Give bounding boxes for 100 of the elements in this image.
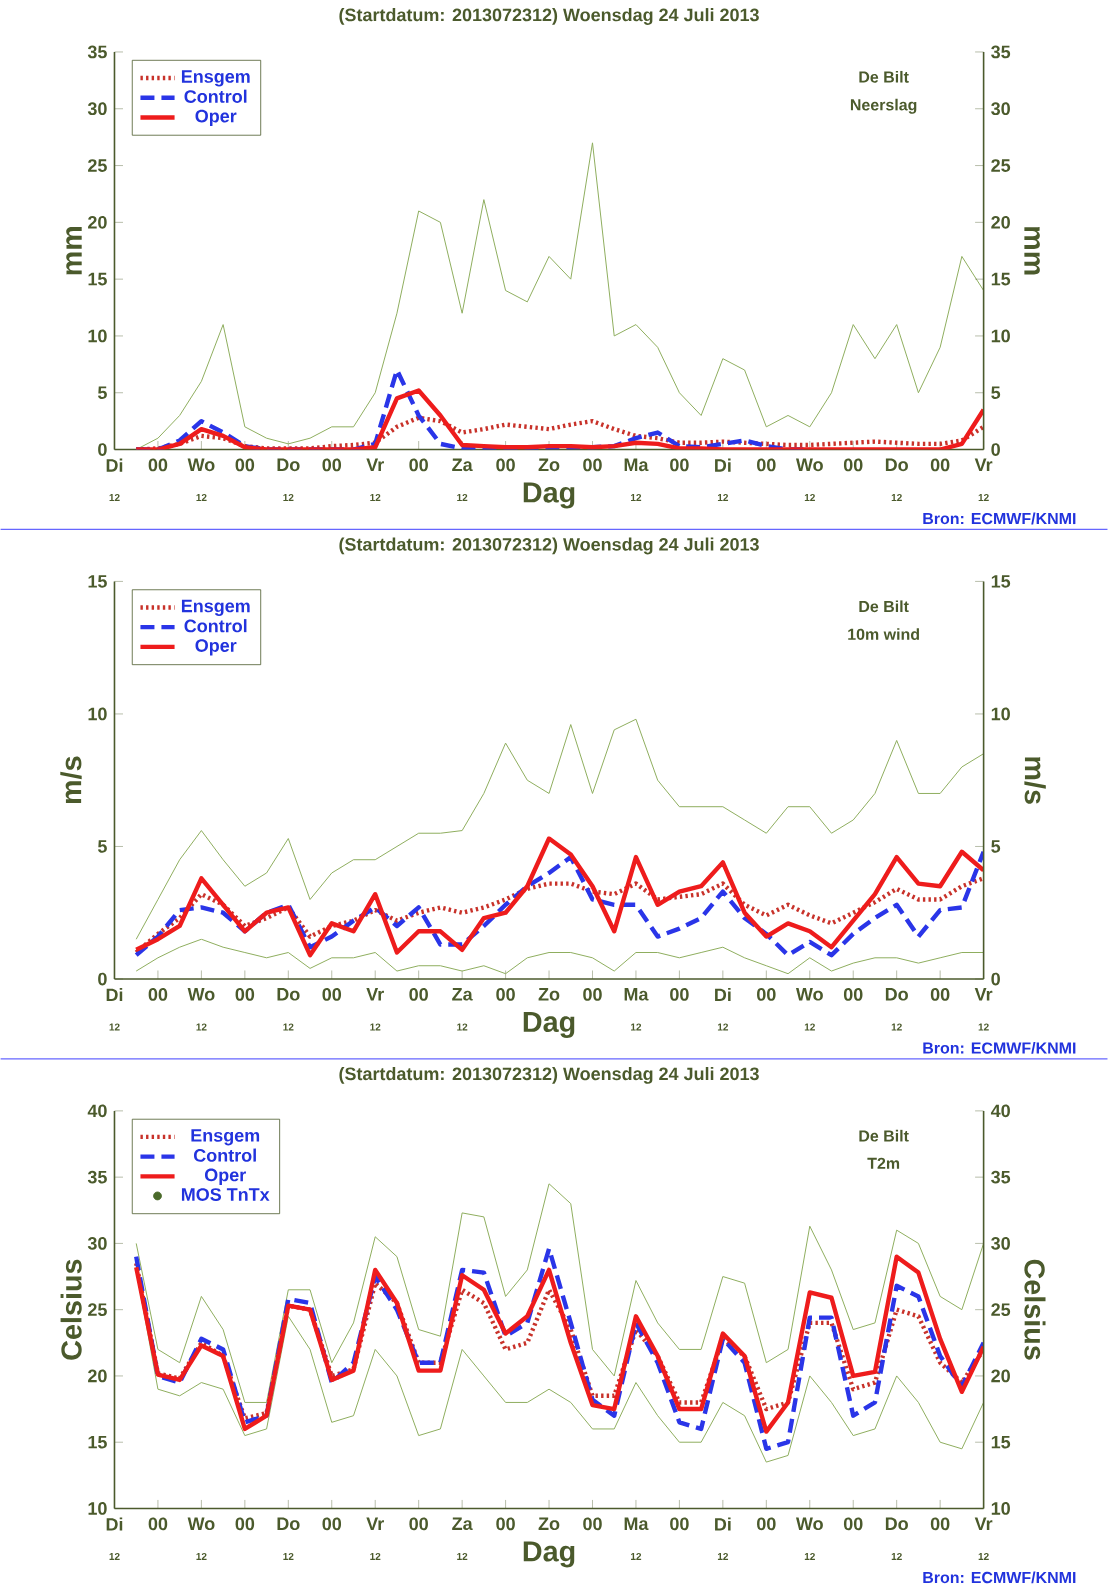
x-tick-label: Do (885, 458, 908, 472)
x-tick-label: Ma (624, 988, 649, 1001)
x-tick-label: Do (277, 988, 300, 1001)
legend-label: Ensgem (181, 70, 250, 87)
x-tick-label: 00 (930, 458, 950, 472)
x-tick-label: 00 (930, 988, 950, 1001)
y-tick-label: 15 (88, 575, 107, 588)
x-tick-label: 00 (322, 1517, 341, 1531)
y-tick-label: 0 (98, 443, 107, 456)
x-tick-label: Di (715, 458, 731, 472)
y2-tick-label: 5 (991, 386, 1001, 400)
y2-tick-label: 35 (991, 45, 1011, 59)
y-tick-label: 10 (88, 707, 107, 721)
legend-label: Oper (204, 1168, 246, 1185)
y2-axis-title: Celsius (1024, 1259, 1046, 1360)
x-tick-label: Wo (795, 458, 823, 472)
y-tick-label: 15 (88, 1435, 107, 1449)
x-tick-label: 00 (670, 458, 689, 472)
x-tick-label: 00 (757, 458, 776, 472)
legend-label: Oper (195, 639, 237, 656)
x-tick-label: Do (885, 1517, 908, 1531)
y-tick-label: 5 (97, 386, 107, 400)
x-tick-label: Za (452, 1517, 473, 1531)
x-tick-label: Di (106, 988, 123, 1002)
legend-label: Control (184, 619, 247, 633)
x-tick-label: Vr (366, 1517, 384, 1530)
y2-tick-label: 40 (990, 1104, 1010, 1118)
x-tick-label: Di (715, 988, 731, 1002)
legend-label: Control (184, 89, 247, 103)
y-tick-label: 0 (98, 972, 107, 986)
x-tick-label: 00 (496, 1517, 515, 1531)
x-axis-title: Dag (523, 482, 575, 509)
x-tick-label: 00 (670, 1517, 689, 1531)
x-tick-label: Vr (974, 1517, 993, 1530)
x-tick-label: 00 (496, 458, 515, 472)
x-tick-label: 00 (148, 458, 168, 472)
x-tick-label: 00 (757, 1517, 776, 1531)
y-tick-label: 25 (88, 159, 107, 172)
y2-tick-label: 15 (991, 272, 1011, 286)
y-tick-label: 35 (87, 45, 107, 59)
x-tick-label: Zo (538, 458, 560, 472)
y2-tick-label: 10 (991, 329, 1010, 343)
y-tick-label: 20 (88, 1369, 107, 1383)
x-tick-label: Wo (795, 1517, 823, 1531)
y2-tick-label: 0 (991, 443, 1000, 456)
y2-tick-label: 15 (991, 575, 1011, 588)
legend-label: Ensgem (191, 1129, 260, 1146)
y-tick-label: 15 (88, 272, 107, 286)
x-tick-label: Do (885, 988, 908, 1001)
x-tick-label: 00 (409, 1517, 428, 1531)
y-axis-title: m/s (60, 756, 82, 804)
x-tick-label: Wo (187, 458, 215, 472)
y2-tick-label: 20 (991, 1369, 1010, 1383)
x-tick-label: Vr (366, 988, 384, 1001)
y2-tick-label: 0 (991, 972, 1000, 986)
y2-tick-label: 10 (991, 707, 1010, 721)
y2-tick-label: 30 (991, 102, 1010, 116)
legend-label: MOS TnTx (181, 1188, 270, 1201)
x-tick-label: 00 (583, 458, 602, 472)
y-tick-label: 35 (87, 1170, 107, 1184)
chart-title: (Startdatum: 2013072312) Woensdag 24 Juli 2013 (339, 1066, 759, 1084)
y-tick-label: 20 (88, 215, 107, 229)
x-tick-label: 00 (409, 988, 428, 1001)
y2-tick-label: 15 (991, 1435, 1011, 1449)
x-tick-label: 00 (843, 1517, 863, 1531)
y2-tick-label: 30 (991, 1237, 1010, 1250)
x-tick-label: Vr (366, 458, 384, 471)
x-tick-label: 00 (322, 458, 341, 472)
y-tick-label: 30 (87, 1237, 107, 1250)
x-tick-label: Zo (538, 1517, 560, 1531)
x-tick-label: 00 (148, 1517, 168, 1531)
x-tick-label: 00 (235, 988, 255, 1001)
x-tick-label: 00 (670, 988, 689, 1001)
x-tick-label: Ma (624, 458, 649, 472)
y-tick-label: 5 (97, 840, 107, 853)
y2-tick-label: 10 (991, 1502, 1010, 1515)
x-tick-label: Di (106, 1517, 123, 1531)
y-tick-label: 10 (88, 329, 107, 343)
y-tick-label: 25 (88, 1303, 107, 1317)
x-tick-label: Wo (187, 988, 215, 1001)
chart-title: (Startdatum: 2013072312) Woensdag 24 Juli 2013 (339, 537, 759, 555)
y2-axis-title: mm (1024, 227, 1040, 275)
x-tick-label: 00 (235, 458, 255, 472)
y2-tick-label: 5 (991, 840, 1001, 853)
x-tick-label: Wo (795, 988, 823, 1001)
x-tick-label: 00 (757, 988, 776, 1001)
x-tick-label: 00 (322, 988, 341, 1001)
chart-title: (Startdatum: 2013072312) Woensdag 24 Juli 2013 (339, 8, 759, 25)
y2-tick-label: 25 (991, 1303, 1011, 1317)
x-tick-label: 00 (930, 1517, 950, 1531)
y2-tick-label: 35 (991, 1170, 1011, 1184)
x-tick-label: 00 (235, 1517, 255, 1531)
y-tick-label: 40 (87, 1104, 107, 1118)
legend-label: Ensgem (181, 599, 250, 616)
x-tick-label: Vr (974, 988, 993, 1001)
y2-tick-label: 25 (991, 159, 1011, 172)
x-tick-label: 00 (583, 988, 602, 1001)
x-tick-label: Di (715, 1517, 731, 1531)
x-tick-label: Zo (538, 988, 560, 1001)
x-tick-label: Vr (974, 458, 993, 471)
